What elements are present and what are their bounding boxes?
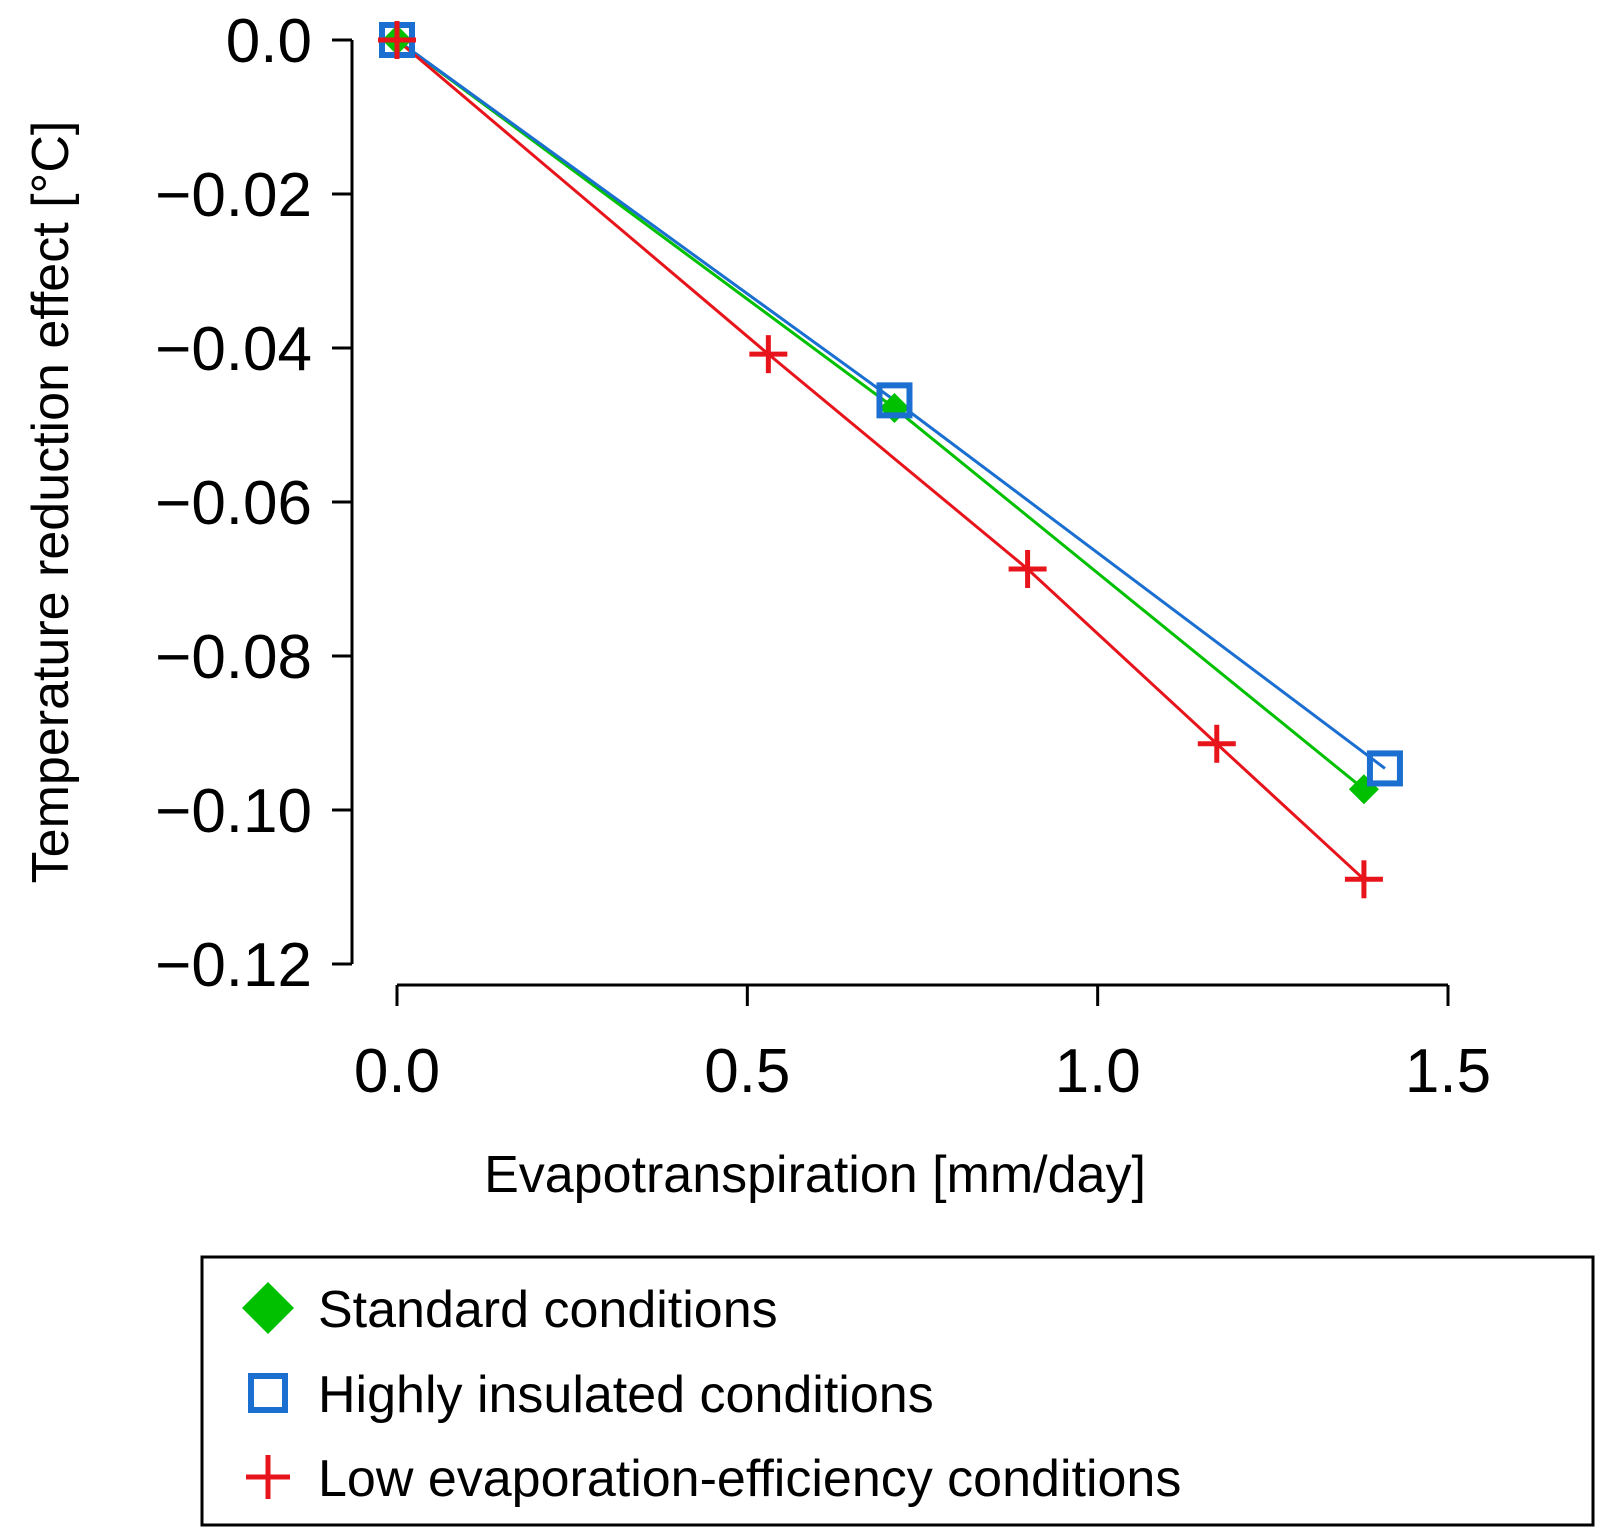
legend-marker-square	[248, 1373, 288, 1413]
data-point-square	[876, 382, 913, 419]
y-tick-label: −0.12	[155, 931, 312, 1000]
legend-marker-diamond	[242, 1282, 294, 1334]
data-point-plus	[1008, 549, 1047, 588]
data-point-plus	[378, 21, 416, 59]
y-ticks: 0.0 −0.02 −0.04 −0.06 −0.08 −0.10 −0.12	[155, 7, 352, 1000]
data-point-plus	[1344, 860, 1383, 899]
y-tick-label: −0.10	[155, 777, 312, 846]
legend-box	[200, 1255, 1595, 1527]
y-tick-label: −0.04	[155, 315, 312, 384]
series-lines	[396, 38, 1386, 881]
series-markers	[378, 21, 1403, 899]
x-axis-title: Evapotranspiration [mm/day]	[484, 1146, 1146, 1204]
legend-label: Standard conditions	[318, 1281, 778, 1339]
data-point-diamond	[1348, 774, 1379, 805]
data-point-diamond	[879, 393, 910, 424]
legend-items: Standard conditions Highly insulated cond…	[242, 1281, 1181, 1508]
y-tick-label: −0.02	[155, 161, 312, 230]
legend-label: Low evaporation-efficiency conditions	[318, 1450, 1181, 1508]
data-point-square	[1366, 750, 1403, 787]
x-ticks: 0.0 0.5 1.0 1.5	[354, 985, 1491, 1106]
y-axis-title: Temperature reduction effect [°C]	[22, 121, 80, 884]
axes: 0.0 −0.02 −0.04 −0.06 −0.08 −0.10 −0.12 0.0 0.5…	[155, 7, 1491, 1106]
data-point-plus	[1197, 724, 1236, 763]
x-tick-label: 1.5	[1405, 1037, 1491, 1106]
x-tick-label: 0.0	[354, 1037, 440, 1106]
legend-marker-plus	[246, 1455, 290, 1499]
x-tick-label: 1.0	[1055, 1037, 1141, 1106]
x-tick-label: 0.5	[704, 1037, 790, 1106]
legend-label: Highly insulated conditions	[318, 1366, 934, 1424]
data-point-plus	[749, 335, 788, 374]
y-tick-label: 0.0	[226, 7, 312, 76]
y-tick-label: −0.06	[155, 469, 312, 538]
y-tick-label: −0.08	[155, 623, 312, 692]
legend: Standard conditions Highly insulated cond…	[200, 1255, 1595, 1527]
